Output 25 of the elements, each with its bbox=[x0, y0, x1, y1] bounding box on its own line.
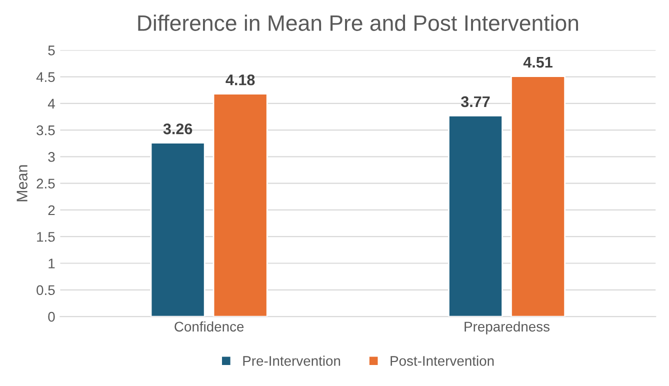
x-tick-label: Preparedness bbox=[464, 321, 550, 334]
y-tick-label: 0 bbox=[48, 312, 55, 322]
y-tick-label: 2.5 bbox=[36, 178, 55, 189]
chart-title: Difference in Mean Pre and Post Intervention bbox=[138, 14, 578, 31]
bar bbox=[510, 76, 566, 317]
data-label: 4.18 bbox=[226, 74, 255, 86]
y-tick-label: 4 bbox=[48, 98, 55, 108]
y-tick-label: 4.5 bbox=[36, 72, 55, 82]
data-label: 4.51 bbox=[523, 57, 552, 68]
data-label: 3.26 bbox=[163, 123, 192, 134]
legend-label: Post-Intervention bbox=[390, 356, 494, 366]
data-label: 3.77 bbox=[460, 96, 490, 108]
y-tick-label: 3.5 bbox=[36, 125, 55, 136]
legend-label: Pre-Intervention bbox=[243, 356, 340, 366]
y-tick-label: 2 bbox=[48, 205, 55, 216]
y-tick-label: 1.5 bbox=[37, 232, 55, 242]
y-tick-label: 0.5 bbox=[36, 285, 55, 296]
y-axis-title: Mean bbox=[16, 165, 28, 202]
bar bbox=[150, 142, 206, 317]
y-tick-label: 1 bbox=[48, 258, 55, 268]
x-tick-label: Confidence bbox=[174, 321, 244, 332]
y-tick-label: 5 bbox=[48, 46, 55, 56]
bar bbox=[212, 93, 268, 317]
y-tick-label: 3 bbox=[48, 152, 55, 162]
bar bbox=[448, 115, 503, 317]
